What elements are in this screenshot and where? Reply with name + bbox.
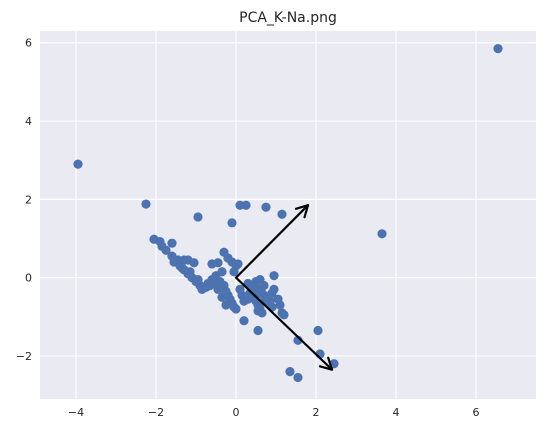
x-tick-label: 4	[393, 406, 400, 419]
scatter-points	[73, 44, 503, 383]
chart-title: PCA_K-Na.png	[239, 10, 337, 26]
loading-arrow	[234, 204, 310, 279]
data-point	[253, 325, 263, 336]
plot-background	[40, 31, 536, 399]
data-point	[161, 245, 171, 255]
data-point	[193, 274, 203, 285]
data-point	[185, 267, 195, 277]
data-point	[177, 263, 187, 273]
data-point	[213, 258, 223, 268]
data-point	[241, 200, 251, 210]
data-point	[239, 316, 249, 326]
data-point	[141, 199, 151, 209]
data-point	[167, 238, 177, 248]
x-tick-label: −4	[68, 406, 84, 419]
y-tick-label: 6	[25, 37, 32, 50]
y-tick-label: −2	[16, 350, 32, 363]
x-tick-label: −2	[148, 406, 164, 419]
arrow-head	[294, 204, 310, 219]
data-point	[277, 209, 287, 219]
data-point	[193, 212, 203, 222]
grid-lines	[40, 31, 536, 399]
arrow-head	[318, 356, 334, 371]
x-tick-label: 2	[313, 406, 320, 419]
data-point	[293, 372, 303, 383]
data-point	[269, 284, 279, 294]
data-point	[313, 325, 323, 336]
data-point	[217, 292, 227, 302]
data-point	[213, 284, 223, 294]
y-tick-labels: −2 0 2 4 6	[16, 37, 32, 363]
data-point	[229, 267, 239, 277]
y-tick-label: 4	[25, 115, 32, 128]
data-point	[221, 300, 231, 310]
arrow-shaft	[234, 204, 310, 279]
data-point	[285, 366, 295, 377]
loading-arrows	[234, 204, 334, 371]
data-point	[261, 202, 271, 212]
data-point	[235, 284, 245, 294]
data-point	[227, 218, 237, 228]
y-tick-label: 2	[25, 193, 32, 206]
data-point	[493, 44, 503, 54]
data-point	[279, 310, 289, 320]
y-tick-label: 0	[25, 272, 32, 285]
data-point	[169, 257, 179, 267]
data-point	[189, 258, 199, 268]
loading-arrow	[234, 276, 334, 371]
data-point	[217, 267, 227, 277]
data-point	[253, 306, 263, 316]
data-point	[73, 159, 83, 169]
data-point	[233, 259, 243, 269]
x-tick-label: 6	[473, 406, 480, 419]
data-point	[273, 294, 283, 304]
arrow-shaft	[234, 276, 334, 371]
data-point	[259, 280, 269, 291]
x-tick-label: 0	[233, 406, 240, 419]
data-point	[231, 304, 241, 314]
data-point	[269, 271, 279, 281]
data-point	[377, 229, 387, 239]
x-tick-labels: −4 −2 0 2 4 6	[68, 406, 480, 419]
